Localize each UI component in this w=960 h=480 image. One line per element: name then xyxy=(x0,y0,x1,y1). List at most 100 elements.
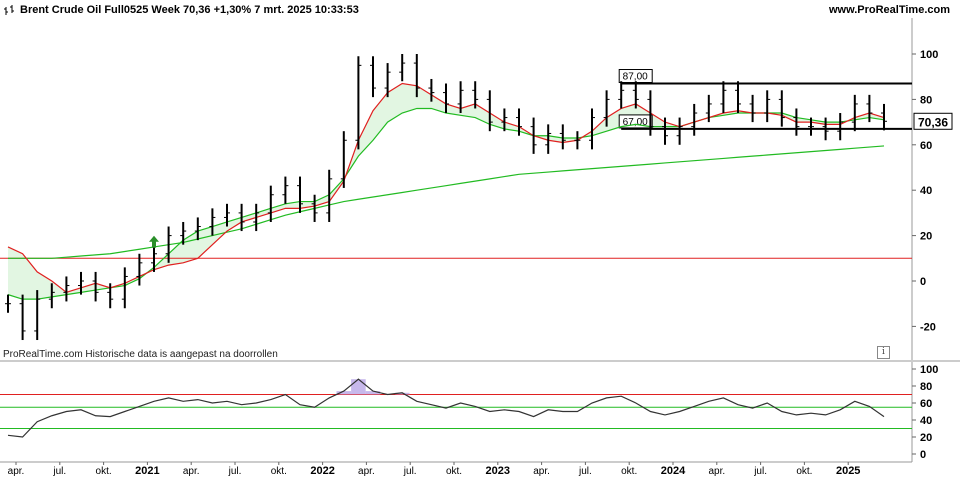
time-tick-label: okt. xyxy=(271,466,287,477)
price-bar xyxy=(19,294,26,341)
price-bar xyxy=(34,290,41,341)
info-icon[interactable]: i xyxy=(877,346,890,359)
price-bar xyxy=(545,124,552,154)
price-bar xyxy=(355,56,362,150)
price-bar xyxy=(735,81,741,114)
time-tick-label: okt. xyxy=(96,466,112,477)
time-tick-label: apr. xyxy=(358,466,375,477)
price-bar xyxy=(589,108,595,150)
time-tick-label: 2025 xyxy=(836,465,860,477)
time-tick-label: jul. xyxy=(578,466,592,477)
price-bar xyxy=(267,185,274,222)
price-bar xyxy=(851,94,858,132)
price-bar xyxy=(340,131,347,188)
bar-chart-icon xyxy=(4,5,14,15)
time-tick-label: jul. xyxy=(753,466,767,477)
price-bar xyxy=(78,271,84,295)
rsi-overbought-fill xyxy=(365,391,381,395)
price-bar xyxy=(837,113,844,141)
price-bar xyxy=(224,203,230,227)
time-tick-label: 2022 xyxy=(310,465,334,477)
rsi-tick-label: 0 xyxy=(920,449,926,461)
price-bar xyxy=(662,117,668,145)
price-bar xyxy=(443,83,449,114)
price-bar xyxy=(209,208,216,236)
price-bar xyxy=(866,94,873,123)
price-tick-label: 80 xyxy=(920,94,932,106)
hline-label: 67,00 xyxy=(623,117,648,128)
price-bar xyxy=(647,90,654,136)
time-tick-label: 2024 xyxy=(661,465,686,477)
price-bar xyxy=(194,217,201,241)
price-bar xyxy=(472,81,479,109)
rsi-tick-label: 20 xyxy=(920,432,932,444)
price-bar xyxy=(282,176,289,204)
last-price-box xyxy=(913,112,953,130)
price-bar xyxy=(808,117,814,136)
price-tick-label: 0 xyxy=(920,276,926,288)
price-bar xyxy=(413,54,420,98)
price-tick-label: 60 xyxy=(920,140,932,152)
price-bar xyxy=(165,226,172,263)
last-price-label: 70,36 xyxy=(918,115,948,129)
time-tick-label: okt. xyxy=(446,466,462,477)
rsi-tick-label: 60 xyxy=(920,398,932,410)
price-bar xyxy=(881,103,887,131)
data-note: ProRealTime.com Historische data is aang… xyxy=(3,349,278,360)
price-bar xyxy=(618,81,625,109)
price-bar xyxy=(516,108,522,136)
price-bar xyxy=(676,117,683,145)
time-tick-label: okt. xyxy=(621,466,637,477)
price-tick-label: 100 xyxy=(920,49,938,61)
price-tick-label: -20 xyxy=(920,321,936,333)
rsi-line xyxy=(7,378,885,438)
price-tick-label: 20 xyxy=(920,231,932,243)
price-bar xyxy=(691,103,698,136)
price-tick-label: 40 xyxy=(920,185,932,197)
rsi-overbought-fill xyxy=(336,391,352,395)
price-bar xyxy=(486,90,493,132)
price-bar xyxy=(297,176,303,213)
price-bar xyxy=(151,244,157,272)
price-bar xyxy=(5,294,11,313)
rsi-tick-label: 40 xyxy=(920,415,932,427)
time-tick-label: jul. xyxy=(403,466,417,477)
rsi-overbought-fill xyxy=(351,379,366,395)
price-bar xyxy=(705,94,712,123)
price-bar xyxy=(530,117,537,154)
time-tick-label: apr. xyxy=(183,466,200,477)
price-bar xyxy=(428,78,435,102)
time-tick-label: 2023 xyxy=(486,465,510,477)
brand-label: www.ProRealTime.com xyxy=(828,4,950,16)
chart-title: Brent Crude Oil Full0525 Week 70,36 +1,3… xyxy=(20,4,359,16)
price-bar xyxy=(384,63,391,98)
price-bar xyxy=(764,90,771,123)
time-tick-label: jul. xyxy=(52,466,66,477)
rsi-tick-label: 100 xyxy=(920,364,938,376)
price-bar xyxy=(63,276,70,302)
price-bar xyxy=(574,131,581,150)
price-bar xyxy=(501,108,508,132)
time-tick-label: 2021 xyxy=(135,465,159,477)
price-bar xyxy=(632,81,639,109)
price-bar xyxy=(180,221,187,245)
price-bar xyxy=(822,117,829,141)
time-tick-label: jul. xyxy=(228,466,242,477)
rsi-tick-label: 80 xyxy=(920,381,932,393)
time-tick-label: apr. xyxy=(8,466,25,477)
rsi-overbought-fill xyxy=(394,392,410,395)
price-bar xyxy=(457,81,464,114)
price-bar xyxy=(603,90,610,127)
hline-label: 87,00 xyxy=(623,72,648,83)
price-bar xyxy=(559,124,566,150)
buy-arrow-icon xyxy=(149,235,159,248)
price-bar xyxy=(370,56,376,98)
price-bar xyxy=(720,81,727,114)
price-bar xyxy=(778,90,785,127)
price-bar xyxy=(326,169,333,222)
time-tick-label: apr. xyxy=(708,466,725,477)
hline-label-box xyxy=(618,114,653,129)
price-bar xyxy=(399,54,406,82)
price-bar xyxy=(136,253,143,286)
